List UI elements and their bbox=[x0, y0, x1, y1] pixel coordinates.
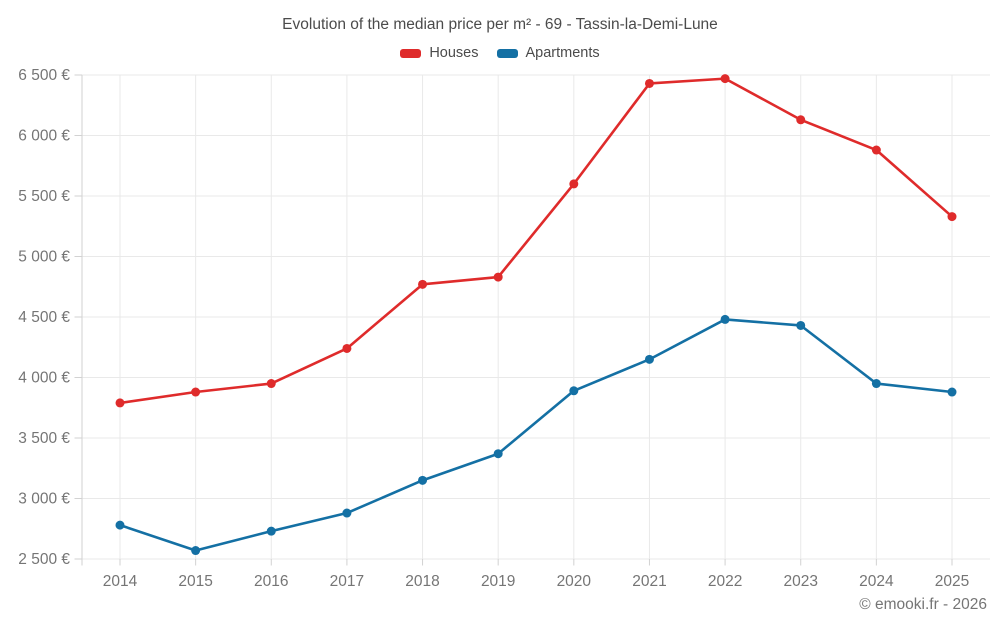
data-point-apartments-2019[interactable] bbox=[493, 449, 503, 459]
chart-title: Evolution of the median price per m² - 6… bbox=[282, 16, 718, 33]
x-tick-label: 2024 bbox=[859, 573, 894, 590]
x-tick-label: 2019 bbox=[481, 573, 515, 590]
x-tick-label: 2021 bbox=[632, 573, 666, 590]
y-tick-label: 3 000 € bbox=[18, 491, 70, 508]
legend-item-houses[interactable]: Houses bbox=[400, 45, 479, 61]
y-tick-label: 2 500 € bbox=[18, 551, 70, 568]
footer-credit: © emooki.fr - 2026 bbox=[859, 596, 987, 613]
x-tick-label: 2017 bbox=[330, 573, 364, 590]
legend-label-apartments: Apartments bbox=[525, 45, 600, 61]
data-point-apartments-2022[interactable] bbox=[720, 314, 730, 324]
data-point-houses-2021[interactable] bbox=[644, 78, 654, 88]
y-tick-label: 5 000 € bbox=[18, 249, 70, 266]
data-point-houses-2014[interactable] bbox=[115, 398, 125, 408]
data-point-apartments-2021[interactable] bbox=[644, 354, 654, 364]
x-tick-label: 2015 bbox=[178, 573, 212, 590]
data-point-houses-2017[interactable] bbox=[342, 343, 352, 353]
data-point-houses-2019[interactable] bbox=[493, 272, 503, 282]
y-tick-label: 3 500 € bbox=[18, 430, 70, 447]
data-point-apartments-2017[interactable] bbox=[342, 508, 352, 518]
y-tick-label: 5 500 € bbox=[18, 188, 70, 205]
legend-swatch-apartments bbox=[496, 48, 518, 58]
x-tick-label: 2014 bbox=[103, 573, 138, 590]
data-point-houses-2025[interactable] bbox=[947, 212, 957, 222]
data-point-apartments-2025[interactable] bbox=[947, 387, 957, 397]
data-point-apartments-2018[interactable] bbox=[418, 475, 428, 485]
data-point-houses-2020[interactable] bbox=[569, 179, 579, 189]
y-tick-label: 6 500 € bbox=[18, 67, 70, 84]
series-line-houses bbox=[118, 77, 954, 405]
x-tick-label: 2020 bbox=[557, 573, 592, 590]
data-point-houses-2016[interactable] bbox=[266, 379, 276, 389]
x-tick-label: 2025 bbox=[935, 573, 969, 590]
data-point-apartments-2014[interactable] bbox=[115, 520, 125, 530]
data-point-apartments-2015[interactable] bbox=[191, 546, 201, 556]
x-tick-label: 2016 bbox=[254, 573, 288, 590]
x-tick-label: 2018 bbox=[405, 573, 439, 590]
data-point-apartments-2024[interactable] bbox=[871, 379, 881, 389]
x-tick-label: 2022 bbox=[708, 573, 742, 590]
legend-label-houses: Houses bbox=[429, 45, 479, 61]
legend-item-apartments[interactable]: Apartments bbox=[496, 45, 600, 61]
y-tick-label: 4 000 € bbox=[18, 370, 70, 387]
data-point-apartments-2023[interactable] bbox=[796, 320, 806, 330]
data-point-houses-2024[interactable] bbox=[871, 145, 881, 155]
data-point-apartments-2016[interactable] bbox=[266, 526, 276, 536]
chart-legend: Houses Apartments bbox=[0, 45, 1000, 61]
data-point-houses-2023[interactable] bbox=[796, 115, 806, 125]
data-point-houses-2018[interactable] bbox=[418, 279, 428, 289]
data-point-apartments-2020[interactable] bbox=[569, 386, 579, 396]
y-tick-label: 4 500 € bbox=[18, 309, 70, 326]
y-tick-label: 6 000 € bbox=[18, 128, 70, 145]
legend-swatch-houses bbox=[400, 48, 422, 58]
data-point-houses-2015[interactable] bbox=[191, 387, 201, 397]
x-tick-label: 2023 bbox=[783, 573, 817, 590]
series-line-apartments bbox=[118, 318, 954, 552]
data-point-houses-2022[interactable] bbox=[720, 74, 730, 84]
